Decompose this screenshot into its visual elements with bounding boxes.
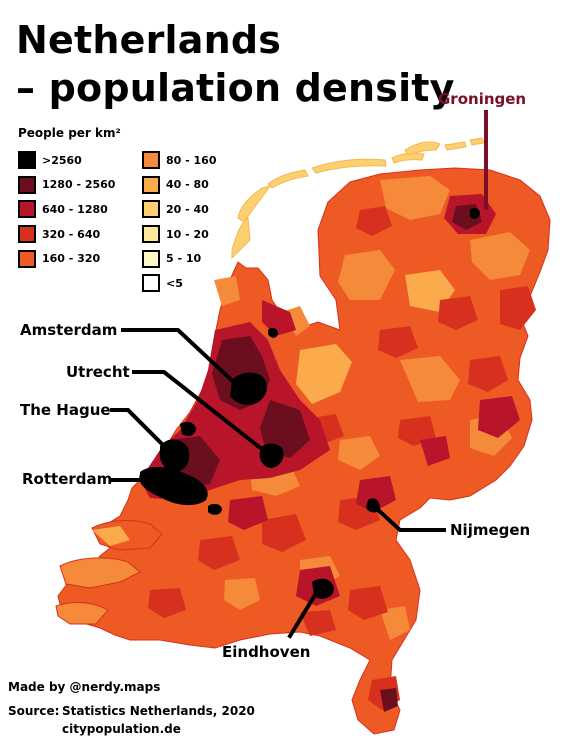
rotterdam-core: [139, 466, 208, 506]
legend-swatch: [142, 274, 160, 293]
legend-item: 160 - 320: [18, 246, 115, 271]
wadden-islands: [231, 137, 485, 260]
legend-label: 320 - 640: [42, 227, 101, 241]
legend-item: 640 - 1280: [18, 197, 115, 222]
legend-label: 10 - 20: [166, 227, 209, 241]
legend-item: 1280 - 2560: [18, 173, 115, 198]
map-title-line1: Netherlands: [16, 18, 282, 62]
legend-column-1: >2560 1280 - 2560 640 - 1280 320 - 640 1…: [18, 148, 115, 271]
city-label-amsterdam: Amsterdam: [20, 321, 118, 339]
utrecht-leader: [132, 370, 271, 457]
legend-swatch: [18, 249, 36, 268]
legend-swatch: [142, 151, 160, 170]
legend-item: 80 - 160: [142, 148, 217, 173]
legend-swatch: [142, 175, 160, 194]
legend-swatch: [18, 175, 36, 194]
legend-item: 40 - 80: [142, 173, 217, 198]
city-label-nijmegen: Nijmegen: [450, 521, 531, 539]
legend-label: 40 - 80: [166, 178, 209, 192]
legend-item: 5 - 10: [142, 246, 217, 271]
legend-label: <5: [166, 276, 183, 290]
legend-item: 20 - 40: [142, 197, 217, 222]
the-hague-leader: [110, 408, 175, 457]
legend-swatch: [18, 151, 36, 170]
credit-source-2: citypopulation.de: [62, 722, 181, 736]
legend-item: <5: [142, 271, 217, 296]
legend-label: 1280 - 2560: [42, 178, 116, 192]
city-label-rotterdam: Rotterdam: [22, 470, 113, 488]
legend-label: 80 - 160: [166, 153, 217, 167]
legend-label: 640 - 1280: [42, 202, 108, 216]
legend-label: 160 - 320: [42, 252, 101, 266]
legend-item: >2560: [18, 148, 115, 173]
legend-item: 10 - 20: [142, 222, 217, 247]
nijmegen-leader: [373, 505, 446, 532]
legend-swatch: [18, 200, 36, 219]
legend-label: >2560: [42, 153, 82, 167]
legend-label: 5 - 10: [166, 252, 202, 266]
amsterdam-core: [230, 372, 267, 405]
legend-swatch: [142, 249, 160, 268]
city-label-the-hague: The Hague: [20, 401, 111, 419]
leader-lines: [110, 110, 488, 639]
legend-column-2: 80 - 160 40 - 80 20 - 40 10 - 20 5 - 10 …: [142, 148, 217, 296]
legend-swatch: [142, 225, 160, 244]
credit-made-by: Made by @nerdy.maps: [8, 680, 161, 694]
legend-swatch: [142, 200, 160, 219]
legend-title: People per km²: [18, 126, 121, 140]
groningen-core: [470, 207, 480, 219]
credit-source-1: Statistics Netherlands, 2020: [62, 704, 255, 718]
legend-swatch: [18, 225, 36, 244]
map-title-line2: – population density: [16, 66, 455, 110]
credit-source-label: Source:: [8, 704, 60, 718]
legend-item: 320 - 640: [18, 222, 115, 247]
city-label-eindhoven: Eindhoven: [222, 643, 311, 661]
city-label-utrecht: Utrecht: [66, 363, 130, 381]
legend-label: 20 - 40: [166, 202, 209, 216]
leiden-core: [180, 421, 196, 436]
eindhoven-leader: [287, 587, 321, 639]
amsterdam-leader: [121, 328, 243, 391]
city-label-groningen: Groningen: [438, 90, 527, 108]
